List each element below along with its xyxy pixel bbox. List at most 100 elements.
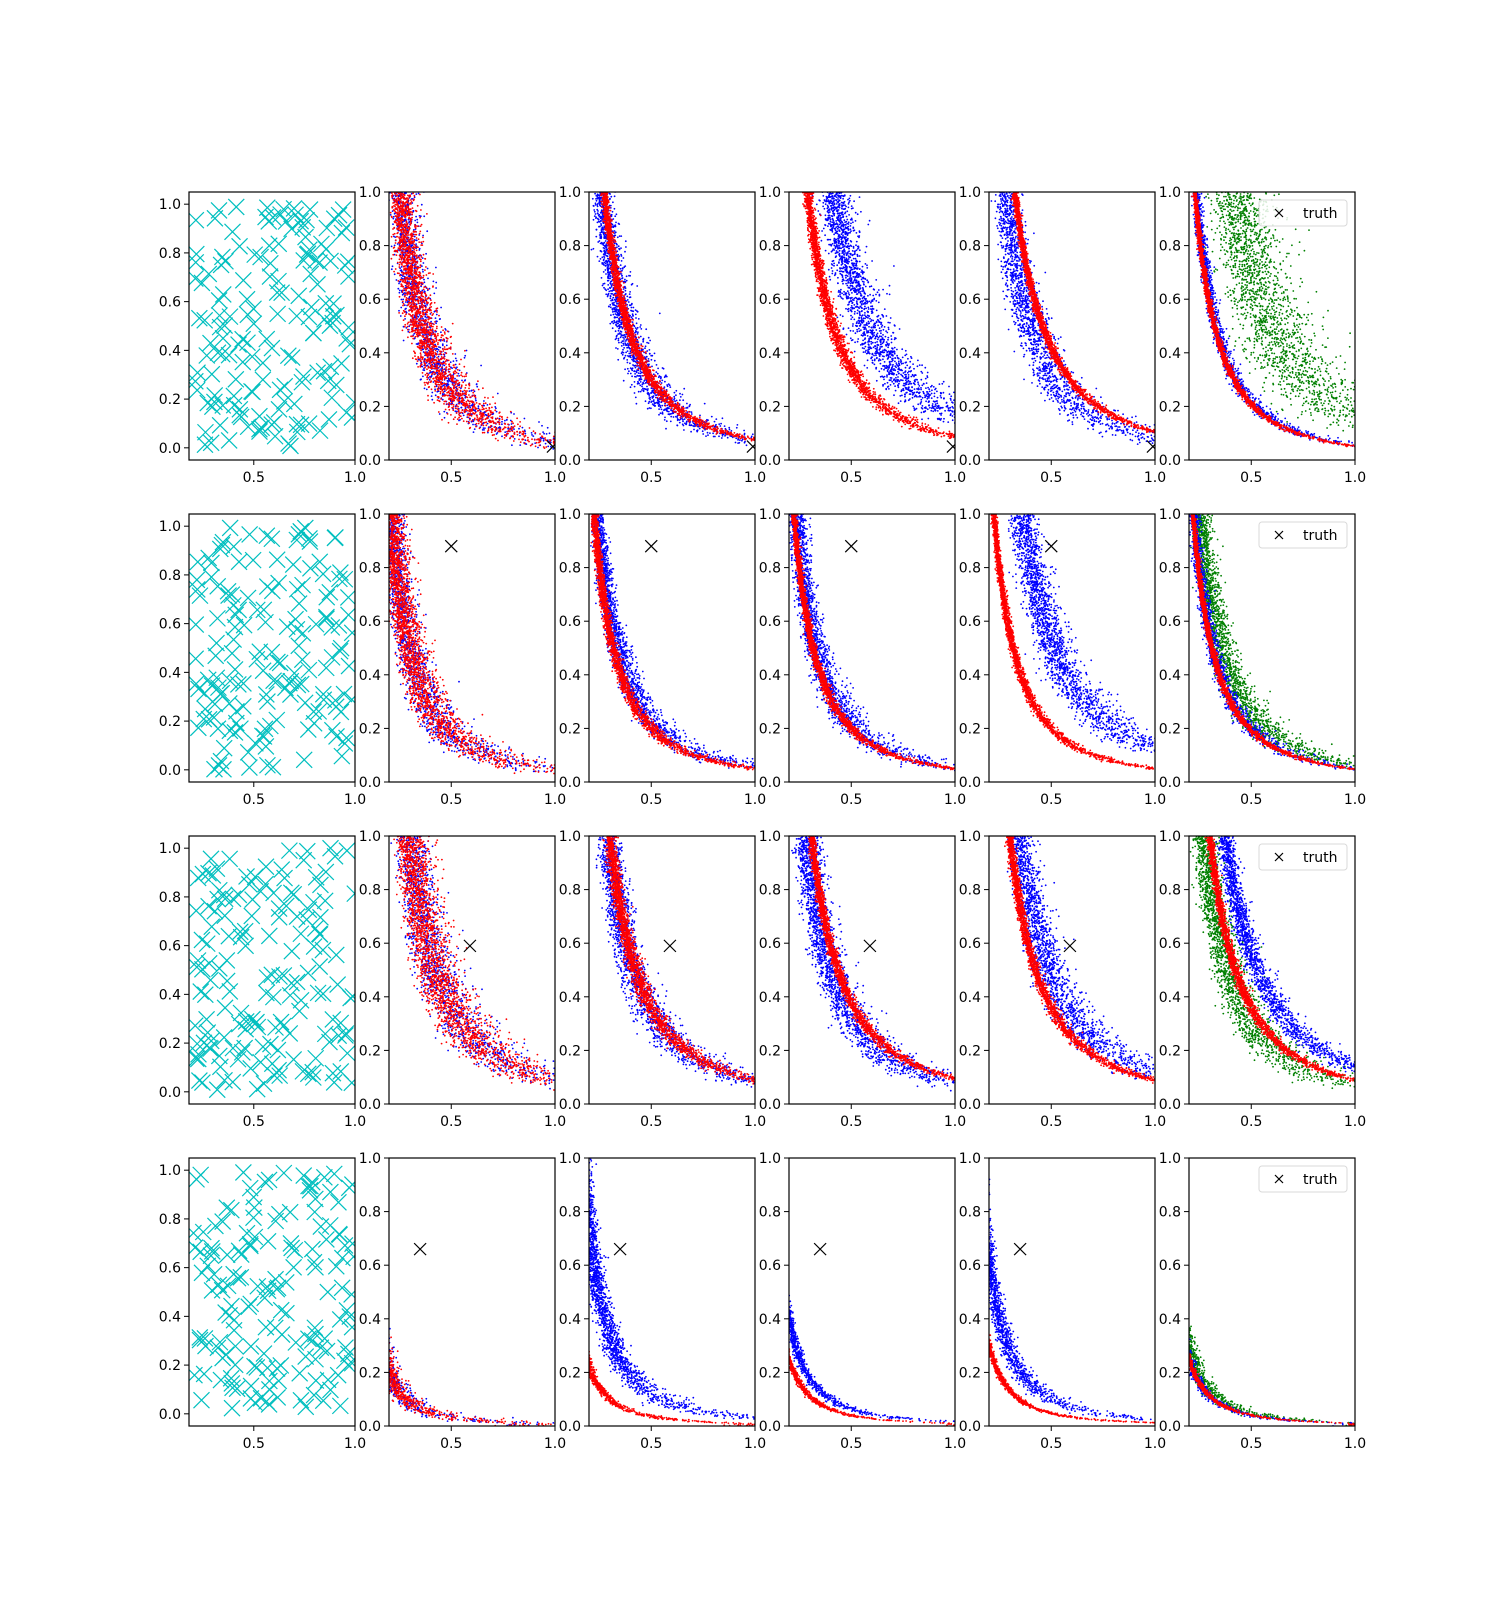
design-point [221,432,237,448]
design-point [276,393,292,409]
sample-point [775,450,777,452]
sample-point [575,448,577,450]
sample-point [402,242,404,244]
sample-point [636,403,638,405]
sample-point [553,439,555,441]
sample-point [575,445,577,447]
design-point [228,199,244,215]
sample-point [440,391,442,393]
sample-point [575,449,577,451]
sample-point [575,448,577,450]
sample-point [674,400,676,402]
sample-point [674,392,676,394]
design-point [202,335,218,351]
sample-point [575,447,577,449]
sample-point [471,415,473,417]
sample-point [575,448,577,450]
sample-point [410,319,412,321]
sample-point [403,340,405,342]
sample-point [424,367,426,369]
sample-point [453,392,455,394]
sample-point [425,253,427,255]
sample-point [445,400,447,402]
sample-point [504,423,506,425]
sample-point [438,358,440,360]
sample-point [473,406,475,408]
sample-point [575,446,577,448]
sample-point [575,450,577,452]
sample-point [546,433,548,435]
sample-point [400,229,402,231]
sample-point [505,435,507,437]
sample-point [775,445,777,447]
sample-point [400,261,402,263]
sample-point [575,450,577,452]
sample-point [448,386,450,388]
sample-point [414,277,416,279]
sample-point [391,196,393,198]
sample-point [495,407,497,409]
sample-point [647,408,649,410]
sample-point [419,233,421,235]
sample-point [446,340,448,342]
design-point [274,285,290,301]
sample-point [402,301,404,303]
sample-point [407,228,409,230]
sample-point [403,303,405,305]
sample-point [525,439,527,441]
sample-point [489,422,491,424]
sample-point [593,219,595,221]
sample-point [746,444,748,446]
sample-point [419,254,421,256]
sample-point [485,402,487,404]
sample-point [394,250,396,252]
sample-point [518,428,520,430]
sample-point [418,257,420,259]
design-point [269,285,285,301]
design-point [213,257,229,273]
sample-point [480,421,482,423]
sample-point [421,224,423,226]
sample-point [420,298,422,300]
sample-point [411,289,413,291]
sample-point [461,409,463,411]
sample-point [480,365,482,367]
sample-point [415,329,417,331]
sample-point [443,353,445,355]
sample-point [410,245,412,247]
sample-point [501,418,503,420]
sample-point [511,421,513,423]
sample-point [417,300,419,302]
sample-point [448,360,450,362]
sample-point [596,200,598,202]
sample-point [411,311,413,313]
sample-point [458,417,460,419]
sample-point [775,448,777,450]
sample-point [428,318,430,320]
sample-point [436,378,438,380]
sample-point [575,448,577,450]
sample-point [575,442,577,444]
sample-point [412,338,414,340]
sample-point [461,400,463,402]
sample-point [762,434,764,436]
sample-point [466,421,468,423]
design-point [201,266,217,282]
sample-point [448,347,450,349]
sample-point [420,264,422,266]
sample-point [425,327,427,329]
sample-point [420,326,422,328]
sample-point [424,337,426,339]
sample-point [477,416,479,418]
sample-point [451,377,453,379]
sample-point [478,405,480,407]
sample-point [407,206,409,208]
sample-point [414,292,416,294]
design-point [298,229,314,245]
sample-point [520,431,522,433]
sample-point [442,329,444,331]
sample-point [402,228,404,230]
sample-point [419,215,421,217]
sample-point [429,309,431,311]
sample-point [575,441,577,443]
